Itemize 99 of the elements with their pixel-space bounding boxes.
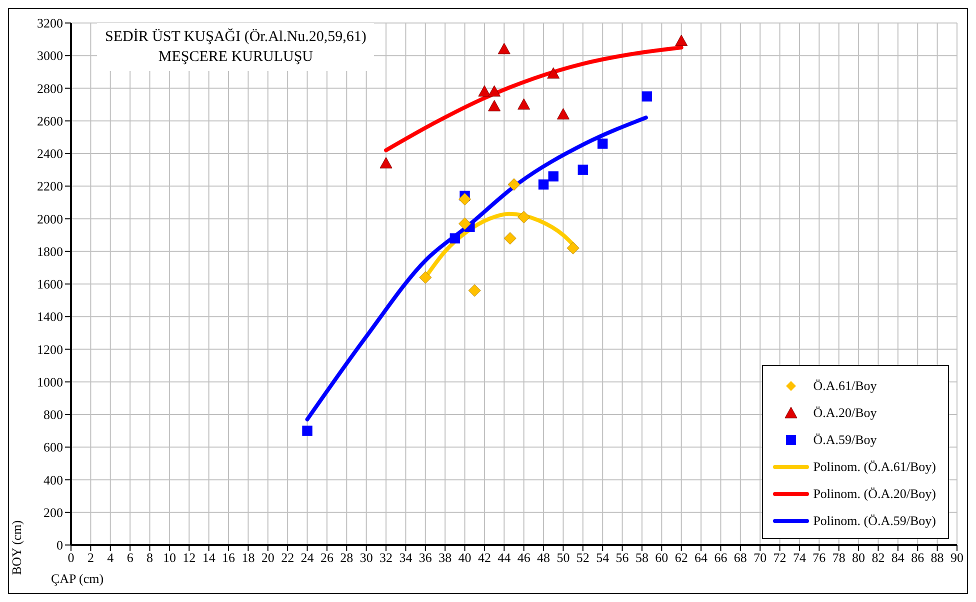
x-tick-label: 16 (222, 550, 236, 566)
x-tick-label: 2 (87, 550, 94, 566)
x-tick-label: 88 (930, 550, 944, 566)
x-tick-label: 66 (714, 550, 728, 566)
legend-label: Ö.A.20/Boy (813, 404, 877, 420)
x-tick-label: 72 (773, 550, 786, 566)
legend-label: Ö.A.61/Boy (813, 378, 877, 394)
x-tick-label: 58 (635, 550, 648, 566)
point (538, 179, 549, 190)
point (578, 164, 588, 175)
x-tick-label: 54 (596, 550, 610, 566)
y-tick-label: 1800 (37, 244, 63, 259)
point (556, 108, 570, 120)
point (488, 100, 501, 112)
x-tick-label: 40 (458, 550, 472, 566)
x-tick-label: 64 (694, 550, 708, 566)
legend-label: Polinom. (Ö.A.59/Boy) (813, 512, 936, 528)
legend-label: Ö.A.59/Boy (813, 432, 877, 448)
x-axis-title: ÇAP (cm) (51, 571, 104, 586)
x-tick-label: 44 (498, 550, 512, 566)
x-tick-label: 70 (754, 550, 767, 566)
y-tick-label: 1200 (37, 342, 63, 357)
point (508, 178, 520, 191)
y-tick-label: 1400 (37, 309, 63, 324)
x-tick-label: 86 (911, 550, 925, 566)
x-tick-label: 24 (300, 550, 314, 566)
y-tick-label: 800 (44, 407, 63, 422)
point (478, 85, 491, 97)
point (642, 91, 652, 102)
y-tick-label: 2200 (37, 178, 63, 194)
x-tick-label: 6 (126, 550, 134, 566)
point (504, 232, 516, 245)
x-tick-label: 60 (655, 550, 668, 566)
point (548, 171, 558, 182)
x-tick-label: 52 (576, 550, 590, 566)
point (518, 98, 530, 110)
y-tick-label: 3000 (37, 48, 63, 64)
y-tick-label: 2800 (37, 80, 63, 96)
point (598, 138, 608, 149)
x-tick-label: 82 (872, 550, 885, 566)
point (547, 67, 560, 79)
point (675, 34, 688, 46)
x-tick-label: 80 (852, 550, 866, 566)
point (566, 242, 580, 254)
y-tick-label: 2400 (37, 146, 63, 162)
y-tick-label: 600 (44, 440, 63, 455)
x-tick-label: 14 (202, 550, 216, 566)
point (488, 85, 501, 97)
y-tick-label: 0 (56, 538, 63, 553)
x-tick-label: 74 (792, 550, 806, 566)
point (498, 42, 510, 54)
x-tick-label: 36 (418, 550, 432, 566)
chart-title: SEDİR ÜST KUŞAĞI (Ör.Al.Nu.20,59,61) (105, 27, 366, 47)
x-tick-label: 20 (261, 550, 274, 566)
y-tick-label: 3200 (37, 16, 63, 31)
point (518, 210, 530, 224)
y-tick-label: 1000 (37, 374, 63, 390)
x-tick-label: 22 (281, 550, 294, 566)
x-tick-label: 34 (399, 550, 413, 566)
y-axis-title: BOY (cm) (9, 520, 24, 575)
line-series (305, 116, 648, 422)
point (380, 157, 392, 168)
x-tick-label: 90 (950, 550, 964, 566)
line-series (384, 45, 684, 152)
x-tick-label: 62 (674, 550, 688, 566)
y-tick-label: 2600 (37, 113, 63, 128)
x-tick-label: 38 (438, 550, 452, 566)
point (419, 271, 432, 284)
x-tick-label: 28 (340, 550, 354, 566)
x-tick-label: 4 (107, 550, 114, 566)
point (458, 217, 472, 230)
text: MEŞCERE KURULUŞU (157, 48, 314, 67)
y-tick-label: 1600 (37, 276, 63, 292)
point (458, 192, 472, 206)
x-tick-label: 8 (146, 550, 154, 566)
point (450, 233, 460, 244)
x-tick-label: 78 (832, 550, 846, 566)
point (468, 284, 481, 297)
x-tick-label: 12 (182, 550, 196, 566)
x-tick-label: 10 (162, 550, 176, 566)
y-tick-label: 200 (44, 504, 63, 520)
x-tick-label: 68 (734, 550, 747, 566)
x-tick-label: 56 (616, 550, 630, 566)
x-tick-label: 50 (556, 550, 570, 566)
x-tick-label: 32 (380, 550, 393, 566)
x-tick-label: 48 (537, 550, 550, 566)
x-tick-label: 46 (517, 550, 531, 566)
x-tick-label: 42 (478, 550, 491, 566)
x-tick-label: 84 (891, 550, 905, 566)
x-tick-label: 26 (320, 550, 334, 566)
legend-label: Polinom. (Ö.A.61/Boy) (813, 458, 936, 474)
y-tick-label: 400 (44, 472, 63, 488)
x-tick-label: 30 (360, 550, 373, 566)
legend-label: Polinom. (Ö.A.20/Boy) (813, 486, 936, 502)
x-tick-label: 18 (242, 550, 255, 566)
x-tick-label: 0 (68, 550, 74, 566)
point (302, 426, 312, 436)
x-tick-label: 76 (812, 550, 826, 566)
y-tick-label: 2000 (37, 211, 63, 226)
